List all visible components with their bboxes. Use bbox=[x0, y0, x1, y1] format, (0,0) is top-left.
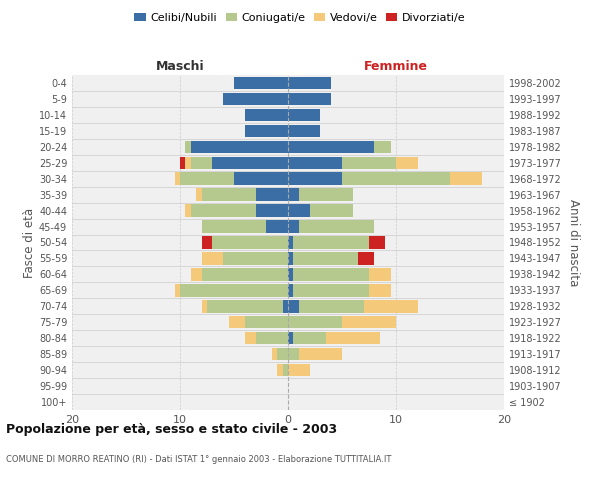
Bar bbox=[288, 284, 293, 296]
Bar bbox=[293, 252, 358, 264]
Bar bbox=[374, 140, 391, 153]
Bar bbox=[288, 140, 374, 153]
Bar bbox=[288, 156, 342, 169]
Bar bbox=[299, 348, 342, 360]
Bar bbox=[180, 284, 288, 296]
Bar bbox=[310, 204, 353, 217]
Bar bbox=[185, 156, 191, 169]
Bar bbox=[234, 77, 288, 89]
Bar bbox=[288, 108, 320, 121]
Bar bbox=[256, 204, 288, 217]
Bar bbox=[277, 348, 288, 360]
Bar bbox=[212, 156, 288, 169]
Bar bbox=[369, 268, 391, 280]
Bar bbox=[277, 364, 283, 376]
Bar bbox=[202, 236, 212, 248]
Bar bbox=[396, 156, 418, 169]
Y-axis label: Fasce di età: Fasce di età bbox=[23, 208, 36, 278]
Bar bbox=[191, 156, 212, 169]
Bar bbox=[207, 300, 283, 312]
Text: COMUNE DI MORRO REATINO (RI) - Dati ISTAT 1° gennaio 2003 - Elaborazione TUTTITA: COMUNE DI MORRO REATINO (RI) - Dati ISTA… bbox=[6, 455, 391, 464]
Bar bbox=[229, 316, 245, 328]
Bar bbox=[293, 268, 369, 280]
Text: Maschi: Maschi bbox=[155, 60, 205, 72]
Bar bbox=[293, 332, 326, 344]
Bar bbox=[288, 348, 299, 360]
Bar bbox=[202, 220, 266, 233]
Bar bbox=[450, 172, 482, 185]
Text: Femmine: Femmine bbox=[364, 60, 428, 72]
Bar bbox=[288, 268, 293, 280]
Bar bbox=[342, 172, 450, 185]
Bar bbox=[364, 300, 418, 312]
Bar bbox=[358, 252, 374, 264]
Y-axis label: Anni di nascita: Anni di nascita bbox=[567, 199, 580, 286]
Bar bbox=[342, 316, 396, 328]
Bar bbox=[266, 220, 288, 233]
Bar bbox=[288, 252, 293, 264]
Bar bbox=[299, 188, 353, 201]
Legend: Celibi/Nubili, Coniugati/e, Vedovi/e, Divorziati/e: Celibi/Nubili, Coniugati/e, Vedovi/e, Di… bbox=[132, 10, 468, 25]
Bar bbox=[223, 252, 288, 264]
Bar bbox=[293, 236, 369, 248]
Bar bbox=[245, 316, 288, 328]
Bar bbox=[185, 204, 191, 217]
Bar bbox=[223, 92, 288, 105]
Bar bbox=[191, 140, 288, 153]
Bar bbox=[342, 156, 396, 169]
Bar bbox=[288, 316, 342, 328]
Bar bbox=[288, 300, 299, 312]
Bar bbox=[196, 188, 202, 201]
Bar bbox=[288, 236, 293, 248]
Bar bbox=[245, 332, 256, 344]
Bar bbox=[288, 332, 293, 344]
Bar bbox=[283, 364, 288, 376]
Bar bbox=[202, 188, 256, 201]
Bar bbox=[212, 236, 288, 248]
Bar bbox=[288, 204, 310, 217]
Bar bbox=[288, 172, 342, 185]
Bar bbox=[202, 252, 223, 264]
Bar bbox=[288, 92, 331, 105]
Bar bbox=[299, 220, 374, 233]
Bar bbox=[369, 284, 391, 296]
Bar bbox=[202, 268, 288, 280]
Bar bbox=[180, 172, 234, 185]
Bar bbox=[256, 188, 288, 201]
Bar bbox=[272, 348, 277, 360]
Bar bbox=[191, 204, 256, 217]
Bar bbox=[202, 300, 207, 312]
Bar bbox=[288, 188, 299, 201]
Bar bbox=[185, 140, 191, 153]
Bar bbox=[288, 364, 310, 376]
Bar bbox=[293, 284, 369, 296]
Bar bbox=[175, 172, 180, 185]
Bar bbox=[245, 108, 288, 121]
Bar bbox=[288, 220, 299, 233]
Bar bbox=[180, 156, 185, 169]
Bar bbox=[234, 172, 288, 185]
Bar bbox=[191, 268, 202, 280]
Bar bbox=[283, 300, 288, 312]
Text: Popolazione per età, sesso e stato civile - 2003: Popolazione per età, sesso e stato civil… bbox=[6, 422, 337, 436]
Bar bbox=[288, 77, 331, 89]
Bar bbox=[326, 332, 380, 344]
Bar bbox=[175, 284, 180, 296]
Bar bbox=[256, 332, 288, 344]
Bar bbox=[299, 300, 364, 312]
Bar bbox=[245, 124, 288, 137]
Bar bbox=[288, 124, 320, 137]
Bar bbox=[369, 236, 385, 248]
